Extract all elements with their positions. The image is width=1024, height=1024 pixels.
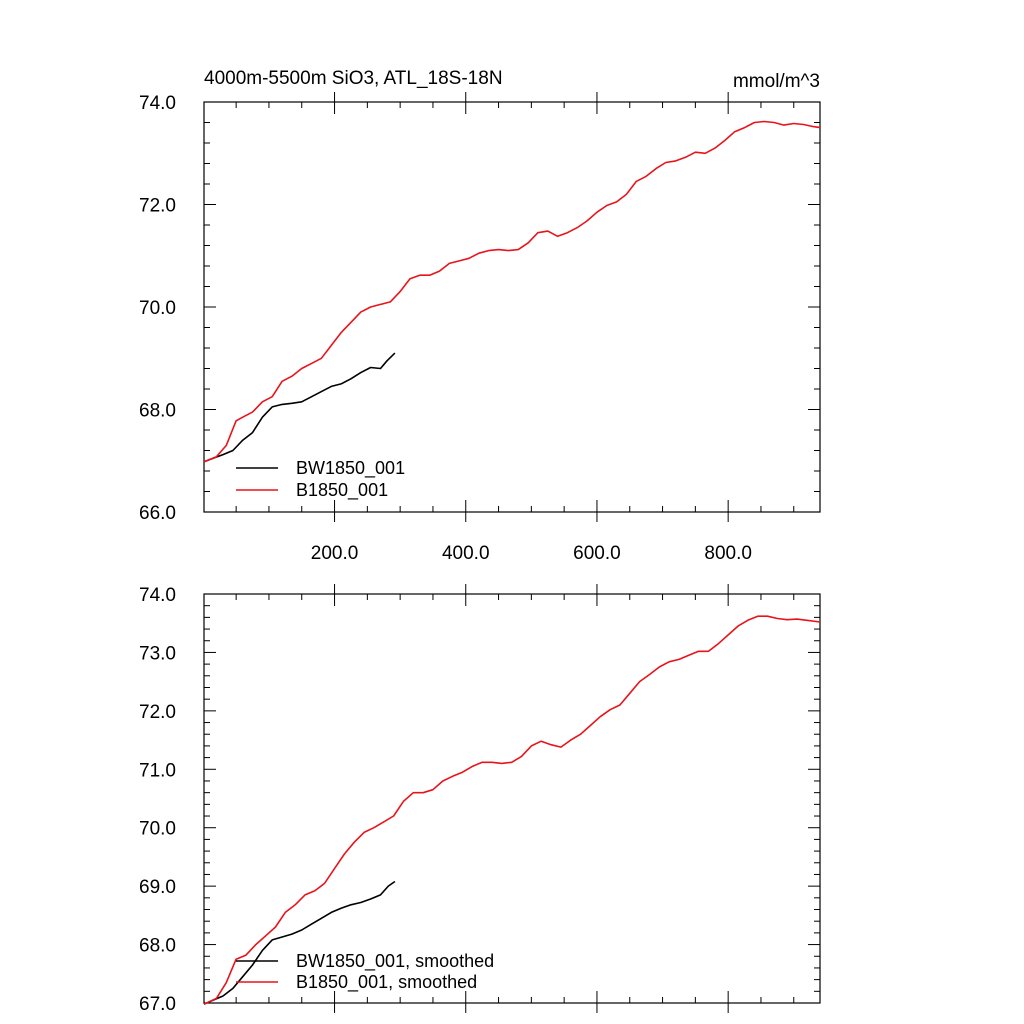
legend-label: BW1850_001 [296,458,405,479]
y-tick-label: 72.0 [139,196,176,217]
y-tick-label: 69.0 [139,877,176,898]
y-tick-label: 70.0 [139,298,176,319]
x-tick-label: 600.0 [573,543,621,564]
y-tick-label: 66.0 [139,503,176,524]
series-line-b1850-001 [203,120,821,463]
y-tick-label: 67.0 [139,994,176,1015]
y-tick-label: 70.0 [139,819,176,840]
y-tick-label: 74.0 [139,585,176,606]
legend-label: BW1850_001, smoothed [296,951,494,972]
plot-frame [203,593,821,1004]
y-tick-label: 73.0 [139,643,176,664]
y-tick-label: 68.0 [139,936,176,957]
series-line-b1850-001-smoothed [203,615,821,1005]
series-line-bw1850-001-smoothed [203,880,396,1005]
x-tick-label: 200.0 [311,543,359,564]
x-tick-label: 800.0 [704,543,752,564]
y-tick-label: 74.0 [139,93,176,114]
y-tick-label: 71.0 [139,760,176,781]
legend-label: B1850_001 [296,480,388,501]
units-label: mmol/m^3 [733,71,820,92]
y-tick-label: 72.0 [139,702,176,723]
bottom-chart-panel: 67.0 68.0 69.0 70.0 71.0 72.0 73.0 74.0 BW1850_0… [139,584,821,1015]
chart-title: 4000m-5500m SiO3, ATL_18S-18N [204,68,503,89]
series-line-bw1850-001 [203,352,396,463]
top-chart-panel: 66.0 68.0 70.0 72.0 74.0 200.0 400.0 600.0 800.0… [139,92,821,564]
legend-label: B1850_001, smoothed [296,972,477,993]
x-tick-label: 400.0 [442,543,490,564]
plot-frame [203,101,821,513]
y-tick-label: 68.0 [139,401,176,422]
